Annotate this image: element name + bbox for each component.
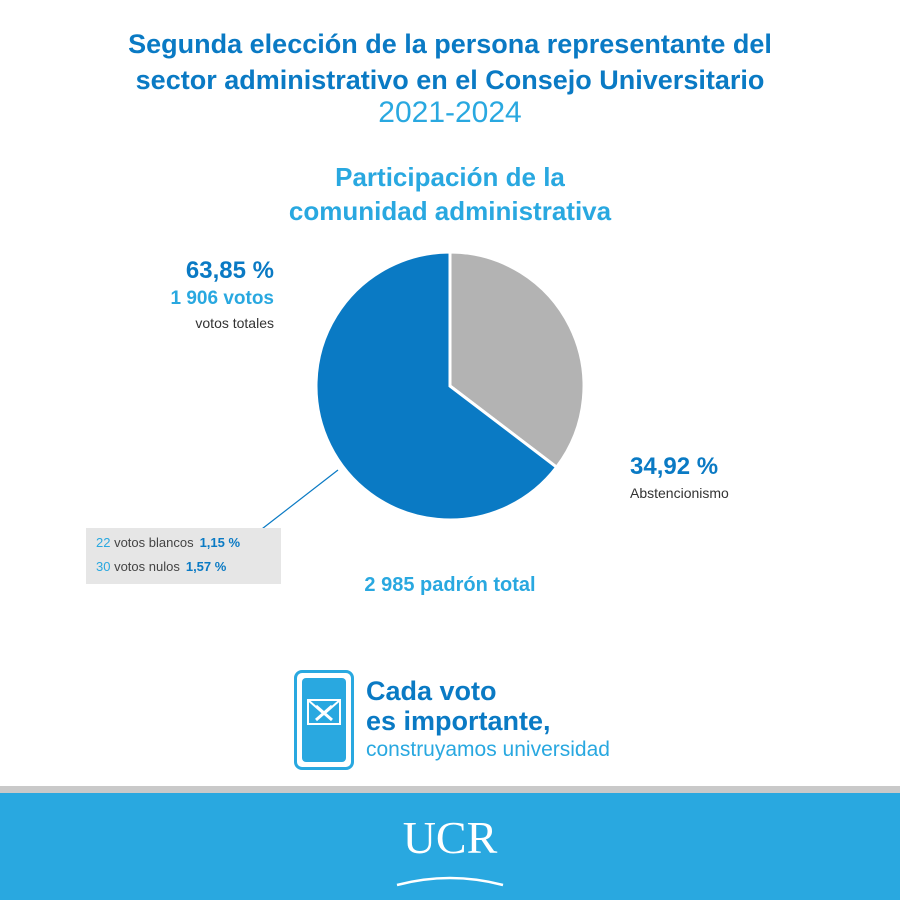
logo-swoosh-icon [396,876,504,887]
votes-label-block: 63,85 % 1 906 votos votos totales [171,256,275,334]
pie-slice-abstention [448,250,586,470]
pie-slice-votes [314,250,559,522]
blank-votes-label: votos blancos [110,535,194,550]
ucr-logo: UCR [402,812,498,863]
footer-band: UCR [0,786,900,900]
votes-caption: votos totales [195,315,274,331]
abstention-label-block: 34,92 % Abstencionismo [630,452,729,504]
blank-votes-count: 22 [96,535,111,550]
blank-null-box: 22 votos blancos 1,15 % 30 votos nulos 1,5… [86,528,281,584]
ballot-box-icon [294,670,354,770]
page-title: Segunda elección de la persona represent… [0,26,900,98]
period-years: 2021-2024 [378,96,522,129]
slogan-line-1: Cada voto [366,676,497,706]
title-line-1: Segunda elección de la persona represent… [128,29,772,59]
abstention-caption: Abstencionismo [630,485,729,501]
null-votes-label: votos nulos [110,559,180,574]
abstention-percent: 34,92 % [630,453,719,480]
total-padron: 2 985 padrón total [364,574,536,596]
slogan-line-2: es importante, [366,706,551,736]
votes-percent: 63,85 % [185,257,274,284]
slogan: Cada voto es importante, construyamos un… [366,676,610,764]
title-line-2: sector administrativo en el Consejo Univ… [135,65,765,95]
null-votes-percent: 1,57 % [185,559,227,574]
ballot-envelope-icon [307,699,341,725]
votes-count: 1 906 votos [170,288,275,309]
blank-votes-row: 22 votos blancos 1,15 % [96,535,240,550]
blank-votes-percent: 1,15 % [199,535,241,550]
null-votes-count: 30 [96,559,111,574]
chart-title: Participación de la comunidad administra… [0,160,900,228]
chart-title-line-2: comunidad administrativa [288,196,612,226]
slogan-line-3: construyamos universidad [366,738,610,761]
null-votes-row: 30 votos nulos 1,57 % [96,559,226,574]
chart-title-line-1: Participación de la [335,162,565,192]
leader-line [257,469,339,533]
ballot-box-inner [302,678,346,762]
